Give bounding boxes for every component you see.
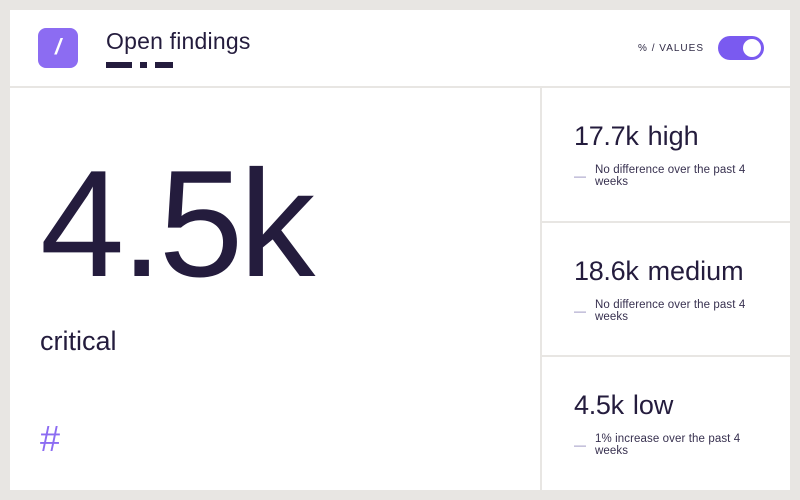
main-stat-label: critical — [40, 326, 117, 356]
header: / Open findings % / VALUES — [10, 10, 790, 86]
body: 4.5k critical # 17.7k high — No differen… — [10, 88, 790, 491]
note-text: No difference over the past 4 weeks — [595, 163, 746, 188]
note-dash-icon: — — [574, 303, 586, 318]
severity-note: — No difference over the past 4 weeks — [574, 164, 772, 188]
toggle-knob-icon — [743, 39, 761, 57]
dash-short-icon — [155, 62, 173, 68]
severity-note: — 1% increase over the past 4 weeks — [574, 433, 772, 457]
note-text: No difference over the past 4 weeks — [595, 298, 746, 323]
title-block: Open findings — [106, 28, 251, 68]
note-dash-icon: — — [574, 168, 586, 183]
severity-value: 4.5k — [574, 390, 624, 421]
page-title: Open findings — [106, 28, 251, 54]
severity-label: low — [632, 390, 674, 421]
values-mode-symbol: # — [40, 418, 61, 459]
severity-line: 18.6k medium — [574, 256, 772, 287]
note-text: 1% increase over the past 4 weeks — [595, 433, 741, 458]
main-stat-value: 4.5k — [40, 139, 315, 309]
app-logo: / — [38, 28, 78, 68]
note-dash-icon: — — [574, 438, 586, 453]
severity-label: high — [647, 120, 699, 151]
severity-line: 4.5k low — [574, 390, 772, 421]
mode-label: % / VALUES — [638, 42, 704, 54]
severity-card-low[interactable]: 4.5k low — 1% increase over the past 4 w… — [542, 357, 790, 491]
severity-column: 17.7k high — No difference over the past… — [542, 88, 790, 491]
slash-icon: / — [54, 34, 62, 59]
severity-card-high[interactable]: 17.7k high — No difference over the past… — [542, 88, 790, 221]
severity-line: 17.7k high — [574, 121, 772, 152]
dash-dot-icon — [140, 62, 147, 68]
severity-value: 17.7k — [574, 120, 639, 151]
title-underline-dashes-icon — [106, 62, 251, 68]
main-stat-card: 4.5k critical # — [10, 88, 540, 490]
severity-note: — No difference over the past 4 weeks — [574, 299, 772, 323]
severity-label: medium — [647, 255, 744, 286]
values-toggle[interactable] — [718, 36, 764, 60]
dash-long-icon — [106, 62, 132, 68]
severity-value: 18.6k — [574, 255, 639, 286]
severity-card-medium[interactable]: 18.6k medium — No difference over the pa… — [542, 222, 790, 356]
header-right: % / VALUES — [638, 36, 764, 60]
